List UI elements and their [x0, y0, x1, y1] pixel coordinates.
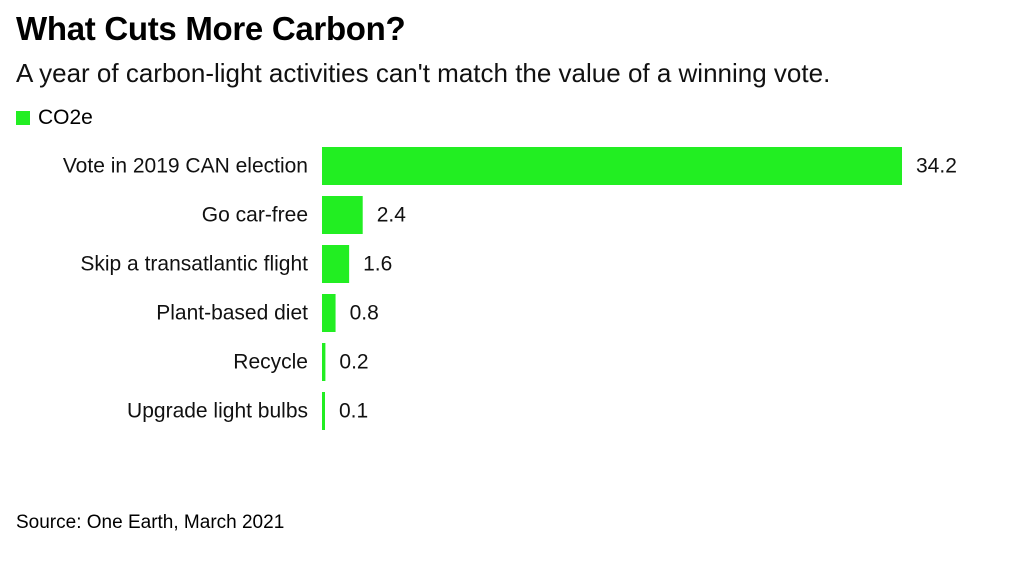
category-label: Recycle	[233, 351, 308, 374]
value-label: 2.4	[377, 204, 407, 227]
bar	[322, 245, 350, 283]
category-label: Plant-based diet	[156, 302, 308, 325]
bar	[322, 392, 325, 430]
value-label: 34.2	[916, 155, 957, 178]
bar	[322, 147, 902, 185]
bar	[322, 343, 326, 381]
value-label: 0.2	[339, 351, 368, 374]
legend-swatch	[16, 111, 30, 125]
category-label: Go car-free	[202, 204, 308, 227]
source-note: Source: One Earth, March 2021	[16, 512, 285, 533]
value-label: 0.1	[339, 400, 368, 423]
legend-label: CO2e	[38, 106, 93, 129]
chart-title: What Cuts More Carbon?	[16, 10, 406, 47]
value-label: 0.8	[350, 302, 379, 325]
category-label: Skip a transatlantic flight	[80, 253, 308, 276]
category-label: Upgrade light bulbs	[127, 400, 308, 423]
bar-chart: Vote in 2019 CAN election 34.2 Go car-free…	[63, 147, 957, 430]
chart-subtitle: A year of carbon-light activities can't …	[16, 58, 831, 88]
category-label: Vote in 2019 CAN election	[63, 155, 308, 178]
bar	[322, 294, 336, 332]
legend: CO2e	[16, 106, 93, 130]
value-label: 1.6	[363, 253, 392, 276]
bar	[322, 196, 363, 234]
